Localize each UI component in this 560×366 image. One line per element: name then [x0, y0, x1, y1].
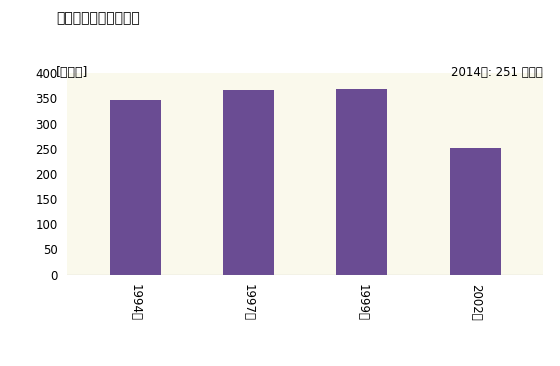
Bar: [450, 148, 501, 274]
Bar: [223, 90, 274, 274]
Text: 商業の事業所数の推移: 商業の事業所数の推移: [56, 11, 140, 25]
Bar: [337, 89, 388, 274]
Text: [事業所]: [事業所]: [56, 66, 88, 79]
Bar: [110, 100, 161, 274]
Text: 2014年: 251 事業所: 2014年: 251 事業所: [451, 66, 543, 79]
